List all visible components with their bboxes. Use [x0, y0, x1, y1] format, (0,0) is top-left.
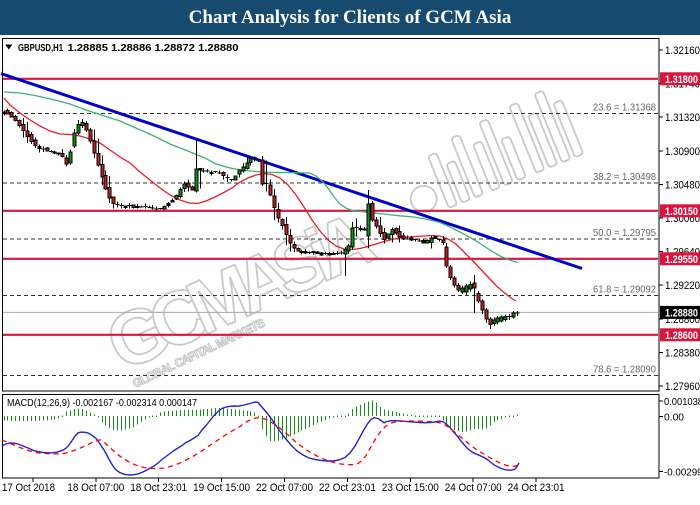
svg-text:18 Oct 23:01: 18 Oct 23:01 — [130, 482, 187, 494]
svg-text:0.00: 0.00 — [664, 412, 684, 424]
svg-text:GBPUSD,H1: GBPUSD,H1 — [18, 42, 63, 54]
svg-text:1.28600: 1.28600 — [665, 330, 698, 342]
svg-text:23 Oct 15:00: 23 Oct 15:00 — [382, 482, 439, 494]
svg-text:-0.002999: -0.002999 — [664, 467, 700, 479]
svg-text:MACD(12,26,9) -0.002167 -0.002: MACD(12,26,9) -0.002167 -0.002314 0.0001… — [7, 397, 197, 409]
svg-text:22 Oct 07:00: 22 Oct 07:00 — [256, 482, 313, 494]
svg-text:24 Oct 07:00: 24 Oct 07:00 — [445, 482, 502, 494]
svg-text:50.0 = 1.29795: 50.0 = 1.29795 — [593, 227, 656, 239]
svg-text:1.29220: 1.29220 — [665, 280, 700, 292]
svg-text:1.28380: 1.28380 — [665, 347, 700, 359]
svg-text:1.31800: 1.31800 — [665, 74, 698, 86]
svg-text:1.32160: 1.32160 — [665, 45, 700, 57]
svg-text:1.31320: 1.31320 — [665, 112, 700, 124]
svg-text:78.6 = 1.28090: 78.6 = 1.28090 — [593, 364, 656, 376]
svg-text:1.29550: 1.29550 — [665, 254, 698, 266]
svg-text:1.28880: 1.28880 — [665, 307, 698, 319]
svg-text:0.001038: 0.001038 — [664, 396, 700, 408]
svg-text:24 Oct 23:01: 24 Oct 23:01 — [508, 482, 565, 494]
svg-text:1.30150: 1.30150 — [665, 206, 698, 218]
svg-text:61.8 = 1.29092: 61.8 = 1.29092 — [593, 283, 656, 295]
svg-text:22 Oct 23:01: 22 Oct 23:01 — [319, 482, 376, 494]
svg-text:38.2 = 1.30498: 38.2 = 1.30498 — [593, 171, 656, 183]
svg-text:1.30900: 1.30900 — [665, 146, 700, 158]
svg-text:1.30480: 1.30480 — [665, 179, 700, 191]
svg-text:18 Oct 07:00: 18 Oct 07:00 — [67, 482, 124, 494]
svg-text:1.27960: 1.27960 — [665, 381, 700, 393]
svg-text:19 Oct 15:00: 19 Oct 15:00 — [193, 482, 250, 494]
svg-text:17 Oct 2018: 17 Oct 2018 — [2, 482, 55, 494]
svg-text:Chart Analysis for Clients of: Chart Analysis for Clients of GCM Asia — [189, 7, 512, 28]
svg-text:1.28885 1.28886 1.28872 1.2888: 1.28885 1.28886 1.28872 1.28880 — [68, 42, 239, 54]
svg-text:23.6 = 1.31368: 23.6 = 1.31368 — [593, 101, 656, 113]
